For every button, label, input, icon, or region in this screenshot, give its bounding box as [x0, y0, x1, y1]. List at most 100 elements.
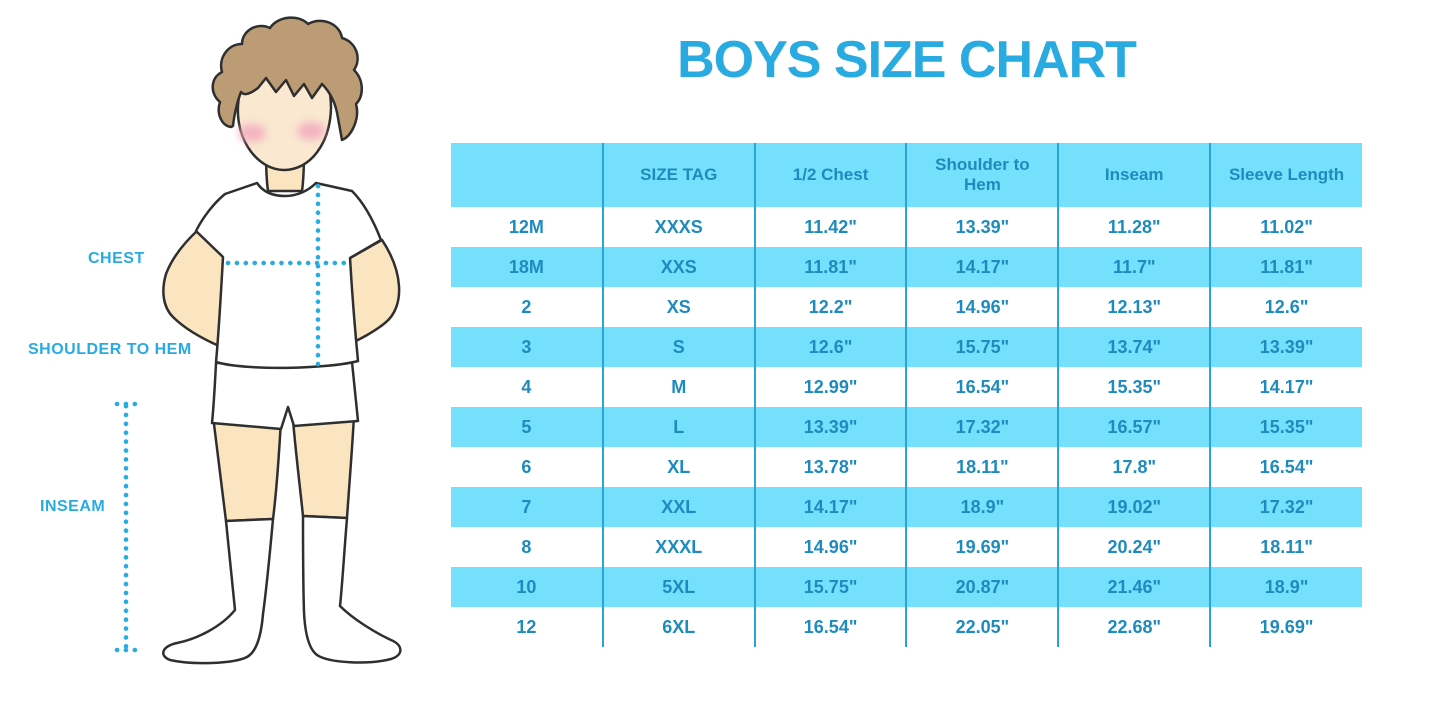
measurement-cell: 14.17": [905, 247, 1059, 287]
measurement-cell: XXXS: [601, 207, 755, 247]
chest-label: CHEST: [88, 250, 145, 267]
column-header: 1/2 Chest: [753, 143, 907, 207]
measurement-cell: 11.7": [1057, 247, 1211, 287]
left-sock: [162, 517, 275, 665]
measurement-cell: 20.87": [905, 567, 1059, 607]
boy-measurement-illustration: [114, 16, 402, 665]
measurement-cell: XXS: [601, 247, 755, 287]
size-cell: 4: [521, 376, 532, 397]
table-row: 12 6XL 16.54" 22.05" 22.68" 19.69": [451, 607, 1362, 647]
hair: [211, 16, 363, 142]
measurement-cell: 12.6": [1209, 287, 1362, 327]
table-row: 3 S 12.6" 15.75" 13.74" 13.39": [451, 327, 1362, 367]
measurement-cell: 12.6": [753, 327, 907, 367]
table-row: 18M XXS 11.81" 14.17" 11.7" 11.81": [451, 247, 1362, 287]
table-header-row: SIZE TAG 1/2 Chest Shoulder to Hem Inseam Sl…: [451, 143, 1362, 207]
right-sock: [301, 514, 402, 664]
measurement-cell: 11.42": [753, 207, 907, 247]
measurement-cell: 14.17": [753, 487, 907, 527]
measurement-cell: XS: [601, 287, 755, 327]
measurement-cell: 12.2": [753, 287, 907, 327]
measurement-cell: 13.39": [1209, 327, 1362, 367]
measurement-cell: 12.99": [753, 367, 907, 407]
size-cell: 12: [516, 616, 537, 637]
measurement-cell: 19.02": [1057, 487, 1211, 527]
size-cell: 5: [451, 407, 603, 447]
measurement-cell: 18.11": [905, 447, 1059, 487]
measurement-cell: 11.81": [1209, 247, 1362, 287]
size-cell: 7: [451, 487, 603, 527]
measurement-cell: XL: [601, 447, 755, 487]
measurement-cell: 15.35": [1209, 407, 1362, 447]
blush-cheeks: [238, 122, 325, 142]
measurement-cell: 16.54": [1209, 447, 1362, 487]
shorts: [210, 360, 360, 431]
size-table-header: SIZE TAG 1/2 Chest Shoulder to Hem Inseam Sl…: [451, 143, 1362, 207]
measurement-cell: 16.57": [1057, 407, 1211, 447]
page-title: BOYS SIZE CHART: [677, 31, 1137, 89]
table-row: 10 5XL 15.75" 20.87" 21.46" 18.9": [451, 567, 1362, 607]
measurement-cell: 22.05": [905, 607, 1059, 647]
size-cell: 6: [521, 456, 532, 477]
measurement-cell: 19.69": [905, 527, 1059, 567]
right-leg: [291, 414, 356, 520]
measurement-cell: 12.13": [1057, 287, 1211, 327]
measurement-cell: S: [601, 327, 755, 367]
table-row: 7 XXL 14.17" 18.9" 19.02" 17.32": [451, 487, 1362, 527]
column-header: Inseam: [1057, 143, 1211, 207]
size-table-body: 12M XXXS 11.42" 13.39" 11.28" 11.02" 18M XXS 11.…: [451, 207, 1362, 647]
measurement-cell: 14.17": [1209, 367, 1362, 407]
table-row: 5 L 13.39" 17.32" 16.57" 15.35": [451, 407, 1362, 447]
table-row: 12M XXXS 11.42" 13.39" 11.28" 11.02": [451, 207, 1362, 247]
column-header: Shoulder to Hem: [905, 143, 1059, 207]
measurement-cell: 19.69": [1209, 607, 1362, 647]
measurement-cell: 13.39": [753, 407, 907, 447]
size-cell: 18M: [451, 247, 603, 287]
measurement-cell: 13.78": [753, 447, 907, 487]
measurement-cell: 5XL: [601, 567, 755, 607]
table-row: 6 XL 13.78" 18.11" 17.8" 16.54": [451, 447, 1362, 487]
measurement-cell: 17.32": [905, 407, 1059, 447]
measurement-cell: 21.46": [1057, 567, 1211, 607]
size-table: SIZE TAG 1/2 Chest Shoulder to Hem Inseam Sl…: [451, 143, 1362, 647]
left-leg: [211, 414, 283, 523]
column-header: Sleeve Length: [1209, 143, 1362, 207]
measurement-cell: L: [601, 407, 755, 447]
measurement-cell: 18.11": [1209, 527, 1362, 567]
measurement-cell: 18.9": [1209, 567, 1362, 607]
table-row: 2 XS 12.2" 14.96" 12.13" 12.6": [451, 287, 1362, 327]
inseam-label: INSEAM: [40, 498, 106, 515]
measurement-cell: 11.28": [1057, 207, 1211, 247]
measurement-cell: XXL: [601, 487, 755, 527]
table-row: 4 M 12.99" 16.54" 15.35" 14.17": [451, 367, 1362, 407]
size-cell: 3: [451, 327, 603, 367]
measurement-cell: 18.9": [905, 487, 1059, 527]
measurement-cell: 20.24": [1057, 527, 1211, 567]
measurement-cell: XXXL: [601, 527, 755, 567]
measurement-cell: 17.8": [1057, 447, 1211, 487]
measurement-cell: 13.74": [1057, 327, 1211, 367]
size-cell: 12M: [508, 216, 544, 237]
measurement-cell: 17.32": [1209, 487, 1362, 527]
size-cell: 8: [521, 536, 532, 557]
measurement-cell: 16.54": [905, 367, 1059, 407]
inseam-measure-line: [114, 401, 144, 653]
measurement-cell: 14.96": [905, 287, 1059, 327]
size-cell: 2: [521, 296, 532, 317]
measurement-cell: 15.75": [753, 567, 907, 607]
measurement-cell: 11.81": [753, 247, 907, 287]
measurement-cell: 16.54": [753, 607, 907, 647]
measurement-cell: M: [601, 367, 755, 407]
measurement-cell: 11.02": [1209, 207, 1362, 247]
measurement-cell: 13.39": [905, 207, 1059, 247]
measurement-cell: 6XL: [601, 607, 755, 647]
column-header: SIZE TAG: [601, 143, 755, 207]
size-cell: 10: [451, 567, 603, 607]
column-header: [451, 143, 603, 207]
shoulder-to-hem-label: SHOULDER TO HEM: [28, 341, 192, 358]
measurement-cell: 14.96": [753, 527, 907, 567]
measurement-cell: 15.75": [905, 327, 1059, 367]
table-row: 8 XXXL 14.96" 19.69" 20.24" 18.11": [451, 527, 1362, 567]
measurement-cell: 22.68": [1057, 607, 1211, 647]
